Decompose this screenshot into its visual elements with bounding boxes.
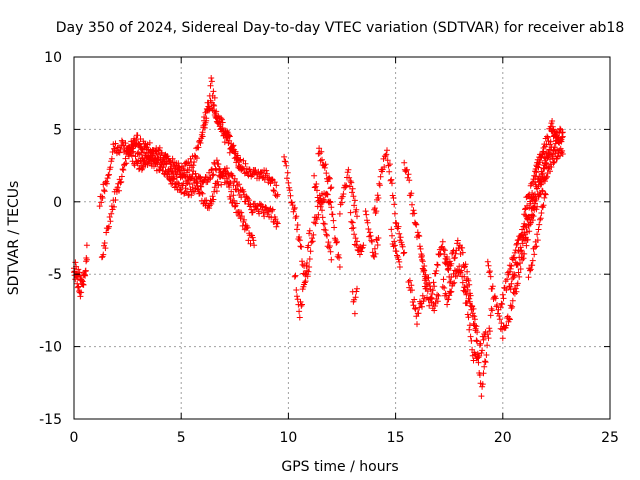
data-track: [349, 285, 360, 317]
axis-ticks: 0 5 10 15 20 25 -15 -10 -5 0 5 10: [39, 50, 619, 446]
data-track: [439, 276, 455, 308]
data-track: [311, 172, 335, 263]
grid: [74, 57, 610, 419]
x-tick-label: 25: [601, 430, 619, 446]
data-track: [281, 153, 343, 286]
data-track: [362, 208, 382, 260]
y-axis-label: SDTVAR / TECUs: [6, 181, 22, 296]
data-track: [291, 227, 313, 321]
data-track: [388, 226, 403, 270]
data-track: [315, 145, 335, 192]
data-track: [347, 209, 367, 258]
data-track: [401, 159, 489, 366]
data-track: [405, 277, 429, 328]
x-tick-label: 5: [177, 430, 186, 446]
data-track: [199, 97, 245, 173]
data-track: [418, 252, 442, 314]
data-track: [124, 144, 258, 249]
x-tick-label: 20: [494, 430, 512, 446]
data-track: [336, 166, 360, 220]
data-track: [525, 190, 549, 281]
x-axis-label: GPS time / hours: [281, 459, 398, 475]
plot-frame: [73, 56, 611, 420]
x-tick-label: 10: [279, 430, 297, 446]
y-tick-label: 0: [53, 195, 62, 211]
data-track: [461, 273, 481, 336]
y-tick-label: -5: [48, 267, 62, 283]
chart-title: Day 350 of 2024, Sidereal Day-to-day VTE…: [56, 20, 625, 36]
y-tick-label: -15: [39, 412, 62, 428]
y-tick-label: 5: [53, 122, 62, 138]
data-points: [71, 75, 566, 400]
x-tick-label: 15: [387, 430, 405, 446]
data-track: [371, 147, 408, 257]
data-track: [532, 118, 560, 180]
x-tick-label: 0: [70, 430, 79, 446]
y-tick-label: 10: [44, 50, 62, 66]
y-tick-label: -10: [39, 340, 62, 356]
